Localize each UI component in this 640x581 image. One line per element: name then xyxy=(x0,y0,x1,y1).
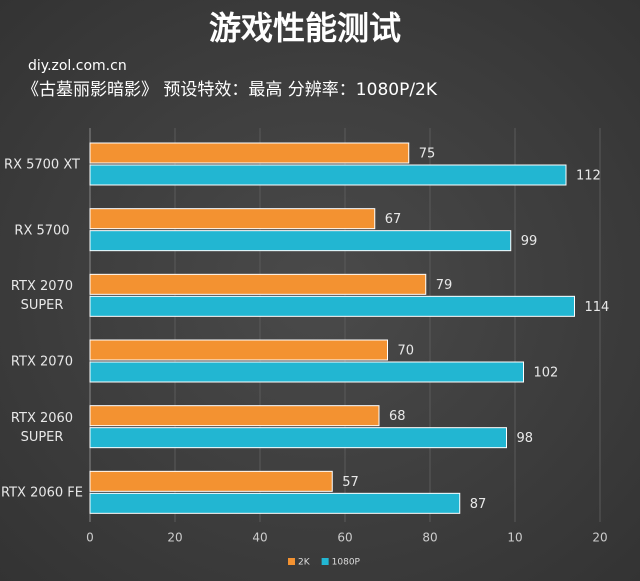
value-label: 70 xyxy=(398,344,415,359)
x-tick-label: 80 xyxy=(422,531,437,545)
bar xyxy=(89,208,376,230)
value-label: 79 xyxy=(436,278,453,293)
legend-label: 2K xyxy=(298,558,311,568)
value-label: 99 xyxy=(521,234,538,249)
value-label: 87 xyxy=(470,497,487,512)
value-label: 67 xyxy=(385,212,402,227)
bar xyxy=(89,492,461,514)
y-tick-label: RX 5700 xyxy=(14,223,70,239)
legend-label: 1080P xyxy=(332,558,361,568)
bar xyxy=(89,470,333,492)
value-label: 112 xyxy=(576,169,601,184)
x-tick-label: 20 xyxy=(167,531,182,545)
bar xyxy=(89,142,410,164)
y-tick-label: RX 5700 XT xyxy=(4,157,80,173)
value-label: 57 xyxy=(342,475,359,490)
y-tick-label: RTX 2060 SUPER xyxy=(10,410,74,445)
y-tick-label: RTX 2070 xyxy=(10,354,74,370)
bar xyxy=(89,164,567,186)
value-label: 114 xyxy=(585,300,610,315)
value-label: 98 xyxy=(517,431,534,446)
subtitle: diy.zol.com.cn xyxy=(28,58,127,74)
x-tick-label: 40 xyxy=(252,531,267,545)
x-tick-label: 20 xyxy=(592,531,607,545)
bar xyxy=(89,273,427,295)
value-label: 68 xyxy=(389,409,406,424)
x-tick-label: 60 xyxy=(337,531,352,545)
x-tick-label: 0 xyxy=(86,531,94,545)
value-label: 102 xyxy=(534,366,559,381)
legend-swatch xyxy=(288,558,295,565)
y-tick-label: RTX 2060 FE xyxy=(1,485,83,501)
x-tick-label: 10 xyxy=(507,531,522,545)
legend-swatch xyxy=(321,558,329,565)
bar xyxy=(89,230,512,252)
value-label: 75 xyxy=(419,147,436,162)
bar xyxy=(89,361,524,383)
bar xyxy=(89,339,388,361)
subtitle: 《古墓丽影暗影》 预设特效：最高 分辨率：1080P/2K xyxy=(22,80,438,100)
bar xyxy=(89,405,380,427)
y-tick-label: RTX 2070 SUPER xyxy=(10,279,74,314)
chart-title: 游戏性能测试 xyxy=(209,9,401,47)
bar xyxy=(89,295,575,317)
bar xyxy=(89,427,507,449)
